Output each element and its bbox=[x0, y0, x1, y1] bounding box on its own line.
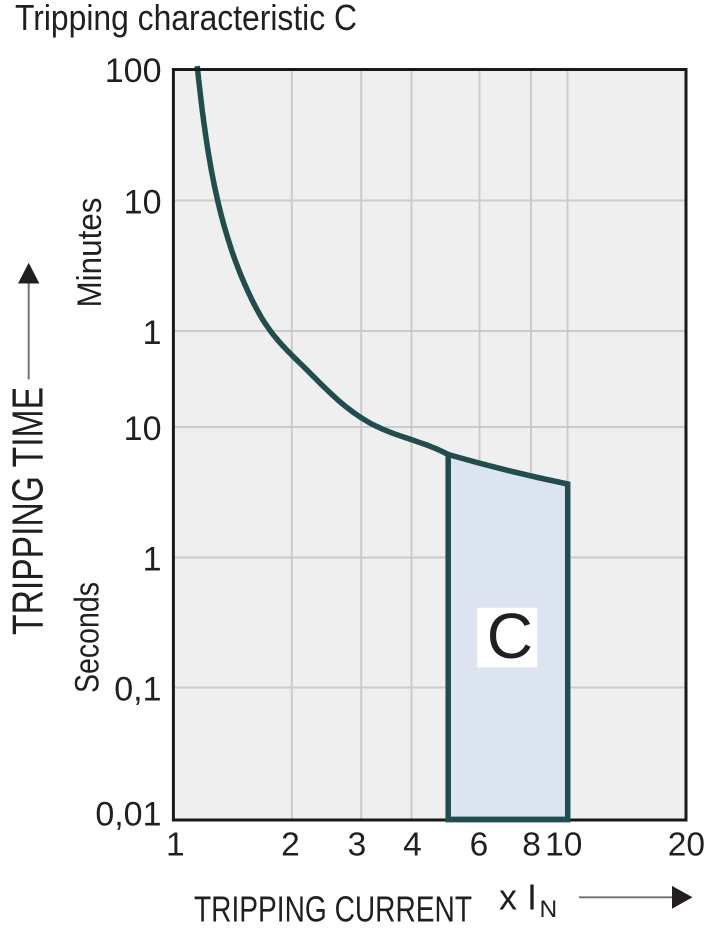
svg-text:Minutes: Minutes bbox=[71, 198, 109, 308]
svg-text:10: 10 bbox=[124, 184, 162, 222]
svg-text:TRIPPING TIME: TRIPPING TIME bbox=[4, 387, 53, 635]
svg-text:1: 1 bbox=[166, 827, 185, 864]
svg-text:C: C bbox=[487, 600, 533, 672]
svg-text:Seconds: Seconds bbox=[69, 582, 107, 693]
svg-text:Tripping characteristic C: Tripping characteristic C bbox=[15, 0, 357, 38]
svg-text:100: 100 bbox=[105, 52, 162, 90]
svg-text:6: 6 bbox=[470, 827, 489, 864]
svg-text:0,01: 0,01 bbox=[95, 796, 161, 834]
svg-text:1: 1 bbox=[143, 541, 162, 579]
svg-text:TRIPPING CURRENT: TRIPPING CURRENT bbox=[194, 889, 472, 928]
svg-text:1: 1 bbox=[143, 314, 162, 352]
svg-text:20: 20 bbox=[668, 827, 705, 864]
svg-text:10: 10 bbox=[545, 827, 582, 864]
svg-text:8: 8 bbox=[522, 827, 541, 864]
svg-text:4: 4 bbox=[403, 827, 422, 864]
svg-text:x I: x I bbox=[499, 877, 537, 918]
svg-text:N: N bbox=[540, 896, 558, 923]
svg-text:3: 3 bbox=[348, 827, 367, 864]
svg-text:2: 2 bbox=[281, 827, 300, 864]
svg-text:0,1: 0,1 bbox=[114, 671, 161, 709]
svg-text:10: 10 bbox=[124, 410, 162, 448]
